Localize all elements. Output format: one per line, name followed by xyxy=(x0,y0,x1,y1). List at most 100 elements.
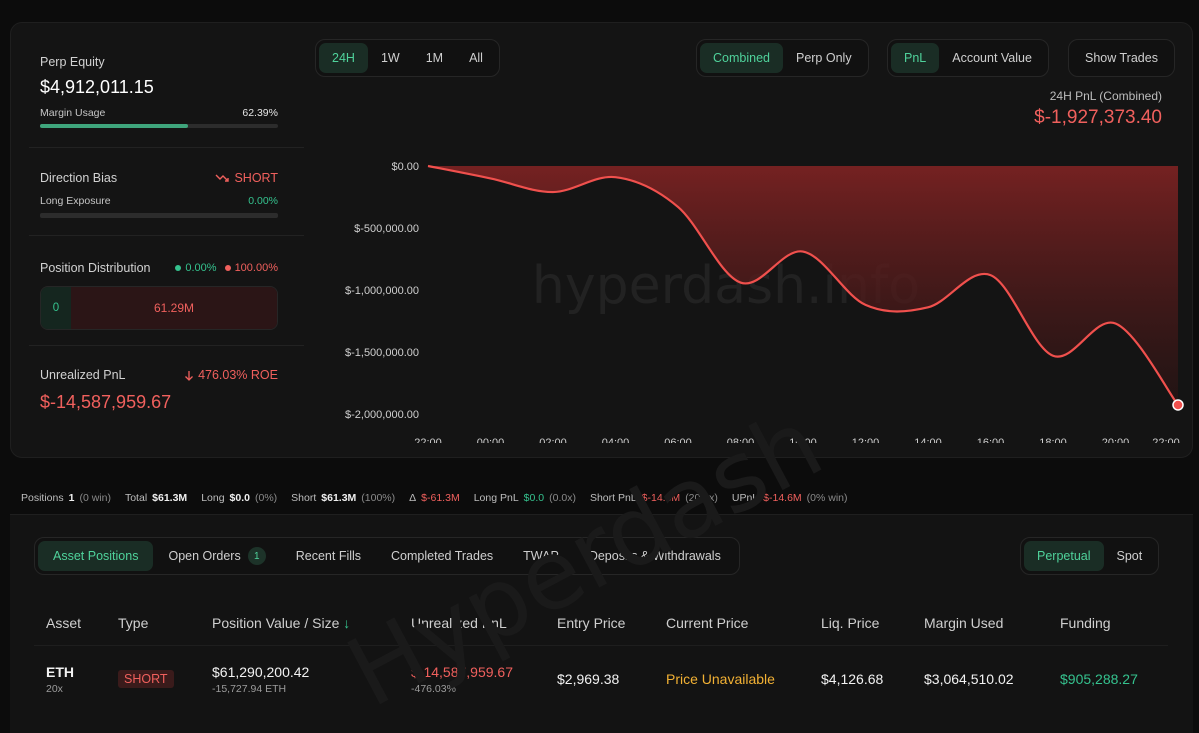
direction-block: Direction Bias SHORT Long Exposure 0.00% xyxy=(40,171,278,218)
margin-usage-value: 62.39% xyxy=(242,107,278,119)
col-entry-price[interactable]: Entry Price xyxy=(545,601,654,646)
col-position-value[interactable]: Position Value / Size ↓ xyxy=(200,601,399,646)
short-pct: 100.00% xyxy=(234,262,278,274)
x-tick-label: 16:00 xyxy=(977,437,1005,443)
stat-total-label: Total xyxy=(124,492,148,504)
long-segment: 0 xyxy=(41,287,71,329)
x-tick-label: 22:00 xyxy=(1152,437,1180,443)
x-tick-label: 08:00 xyxy=(727,437,755,443)
position-size: -15,727.94 ETH xyxy=(212,682,287,695)
col-funding[interactable]: Funding xyxy=(1048,601,1168,646)
roe-value: 476.03% ROE xyxy=(198,368,278,382)
pnl-line xyxy=(427,164,1179,406)
x-tick-label: 06:00 xyxy=(664,437,692,443)
stat-delta-value: $-61.3M xyxy=(421,492,460,504)
margin-usage-bar xyxy=(40,124,278,128)
range-tab-all[interactable]: All xyxy=(469,51,483,65)
stat-short-extra: (100%) xyxy=(361,492,396,504)
distribution-block: Position Distribution 0.00% 100.00% 0 61… xyxy=(40,261,278,330)
cell-current-price: Price Unavailable xyxy=(666,671,775,688)
positions-stats: Positions 1 (0 win) Total $61.3M Long $0.0 (0… xyxy=(10,484,1193,512)
tab-open-orders[interactable]: Open Orders 1 xyxy=(153,541,280,571)
stat-long-pnl-value: $0.0 xyxy=(523,492,545,504)
x-tick-label: 00:00 xyxy=(477,437,505,443)
market-tabs: Perpetual Spot xyxy=(1020,537,1160,575)
x-tick-label: 02:00 xyxy=(539,437,567,443)
col-liq-price[interactable]: Liq. Price xyxy=(809,601,912,646)
pnl-endpoint xyxy=(1172,399,1184,411)
x-tick-label: 10:00 xyxy=(789,437,817,443)
col-position-value-label: Position Value / Size xyxy=(212,614,340,631)
x-tick-label: 20:00 xyxy=(1102,437,1130,443)
stat-long-value: $0.0 xyxy=(229,492,250,504)
margin-usage-label: Margin Usage xyxy=(40,107,106,119)
col-type[interactable]: Type xyxy=(106,601,200,646)
x-tick-label: 18:00 xyxy=(1039,437,1067,443)
arrow-down-icon xyxy=(185,370,194,381)
table-row[interactable]: ETH 20x SHORT $61,290,200.42 -15,727.94 ET… xyxy=(34,645,1168,713)
table-header-row: Asset Type Position Value / Size ↓ Unrea… xyxy=(34,601,1168,646)
col-margin-used[interactable]: Margin Used xyxy=(912,601,1048,646)
direction-bias-value: SHORT xyxy=(234,171,278,185)
pnl-chart[interactable]: hyperdash.info $0.00$-500,000.00$-1,000,… xyxy=(306,123,1186,443)
y-tick-label: $-2,000,000.00 xyxy=(345,409,419,421)
perp-equity-label: Perp Equity xyxy=(40,55,105,69)
cell-position-value: $61,290,200.42 -15,727.94 ETH xyxy=(200,645,399,713)
divider xyxy=(29,235,304,236)
asset-name: ETH xyxy=(46,663,74,680)
open-orders-badge: 1 xyxy=(247,547,266,565)
range-tab-1w[interactable]: 1W xyxy=(380,51,400,65)
tab-deposits-withdrawals[interactable]: Deposits & Withdrawals xyxy=(588,549,721,563)
tab-recent-fills[interactable]: Recent Fills xyxy=(295,549,362,563)
col-unrealized-pnl[interactable]: Unrealized PnL xyxy=(399,601,545,646)
direction-bias-label: Direction Bias xyxy=(40,171,118,185)
short-segment: 61.29M xyxy=(71,287,277,329)
short-dot-icon xyxy=(224,265,231,271)
tab-spot[interactable]: Spot xyxy=(1116,549,1143,563)
x-tick-label: 04:00 xyxy=(602,437,630,443)
metric-tab-pnl[interactable]: PnL xyxy=(891,43,940,73)
distribution-bar: 0 61.29M xyxy=(40,286,278,330)
tab-completed-trades[interactable]: Completed Trades xyxy=(391,549,494,563)
divider xyxy=(29,147,304,148)
stat-short-label: Short xyxy=(291,492,317,504)
stat-long-extra: (0%) xyxy=(254,492,278,504)
sort-down-icon: ↓ xyxy=(343,614,351,631)
show-trades-button[interactable]: Show Trades xyxy=(1085,51,1158,65)
range-tab-24h[interactable]: 24H xyxy=(319,43,368,73)
positions-table: Asset Type Position Value / Size ↓ Unrea… xyxy=(34,601,1168,713)
margin-usage-fill xyxy=(40,124,189,128)
x-tick-label: 12:00 xyxy=(852,437,880,443)
chart-title: 24H PnL (Combined) xyxy=(1049,89,1162,103)
show-trades-wrap: Show Trades xyxy=(1068,39,1175,77)
col-asset[interactable]: Asset xyxy=(34,601,106,646)
perp-equity-block: Perp Equity $4,912,011.15 Margin Usage 6… xyxy=(40,55,278,128)
mode-tab-combined[interactable]: Combined xyxy=(700,43,783,73)
overview-card: Perp Equity $4,912,011.15 Margin Usage 6… xyxy=(10,22,1193,458)
long-dot-icon xyxy=(175,265,182,271)
stat-total-value: $61.3M xyxy=(152,492,188,504)
x-tick-label: 14:00 xyxy=(914,437,942,443)
range-tab-1m[interactable]: 1M xyxy=(425,51,444,65)
trend-down-icon xyxy=(215,174,230,182)
stat-positions-label: Positions xyxy=(21,492,64,504)
stat-positions-value: 1 xyxy=(68,492,75,504)
stat-short-pnl-label: Short PnL xyxy=(589,492,637,504)
stat-delta-label: Δ xyxy=(409,492,417,504)
long-pct: 0.00% xyxy=(185,262,217,274)
range-selector: 24H 1W 1M All xyxy=(315,39,500,77)
metric-tab-account-value[interactable]: Account Value xyxy=(952,51,1032,65)
upnl-block: Unrealized PnL 476.03% ROE $-14,587,959.… xyxy=(40,368,278,413)
divider xyxy=(29,345,304,346)
cell-funding: $905,288.27 xyxy=(1060,671,1138,688)
y-tick-label: $0.00 xyxy=(391,161,419,173)
asset-leverage: 20x xyxy=(46,682,63,695)
stat-long-pnl-label: Long PnL xyxy=(473,492,519,504)
col-current-price[interactable]: Current Price xyxy=(654,601,809,646)
tab-asset-positions[interactable]: Asset Positions xyxy=(38,541,154,571)
y-tick-label: $-1,500,000.00 xyxy=(345,347,419,359)
tab-twap[interactable]: TWAP xyxy=(523,549,559,563)
tab-perpetual[interactable]: Perpetual xyxy=(1024,541,1104,571)
mode-tab-perp-only[interactable]: Perp Only xyxy=(795,51,852,65)
tab-open-orders-label: Open Orders xyxy=(168,549,241,563)
